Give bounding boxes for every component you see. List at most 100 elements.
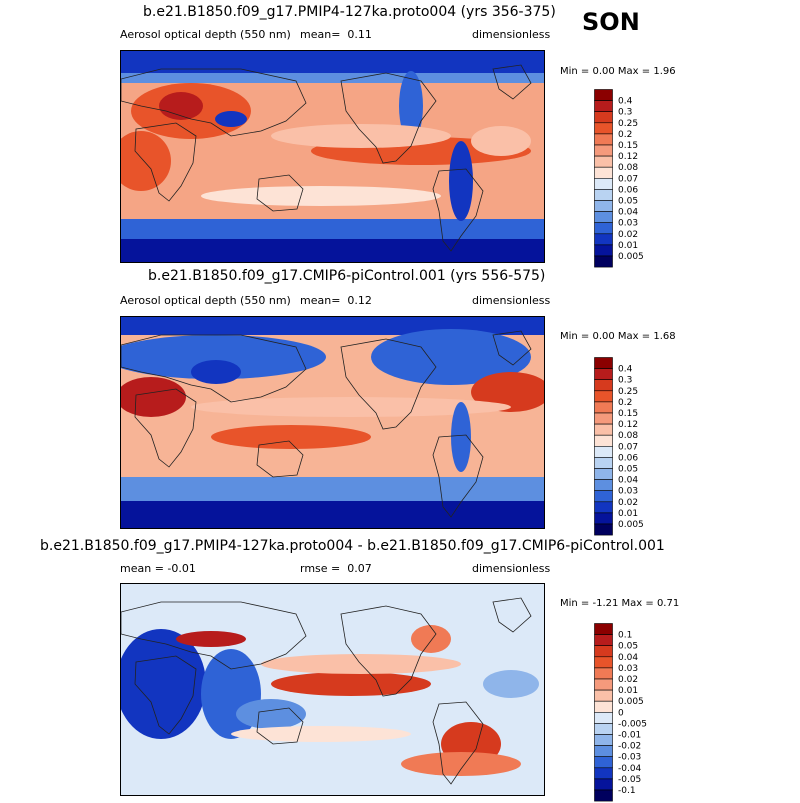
panel-2-mean-value: 0.12 xyxy=(347,294,372,307)
colorbar-box xyxy=(594,244,613,257)
colorbar-label: 0.03 xyxy=(618,664,638,674)
coastline xyxy=(121,334,307,403)
coastline xyxy=(492,64,532,100)
colorbar-label: -0.03 xyxy=(618,753,641,763)
colorbar-box xyxy=(594,700,613,713)
field-patch xyxy=(121,131,171,191)
season-label: SON xyxy=(582,8,640,36)
field-antarctic xyxy=(121,239,544,262)
field-patch xyxy=(159,92,203,120)
colorbar-box xyxy=(594,412,613,425)
panel-3-rmse-value: 0.07 xyxy=(347,562,372,575)
panel-1-mean-label: mean= xyxy=(300,28,341,41)
colorbar-box xyxy=(594,512,613,525)
colorbar-box xyxy=(594,368,613,381)
colorbar-label: 0.01 xyxy=(618,509,638,519)
colorbar-box xyxy=(594,745,613,757)
field-patch xyxy=(451,402,471,472)
colorbar-box xyxy=(594,678,613,691)
panel-2-title: b.e21.B1850.f09_g17.CMIP6-piControl.001 … xyxy=(148,268,546,284)
colorbar-box xyxy=(594,144,613,157)
field-southern-ocean xyxy=(121,477,544,501)
colorbar-label: 0.01 xyxy=(618,686,638,696)
coastline xyxy=(121,68,307,137)
panel-1-variable-label: Aerosol optical depth (550 nm) xyxy=(120,28,291,41)
colorbar-box xyxy=(594,379,613,392)
colorbar-label: 0.12 xyxy=(618,152,638,162)
panel-2-mean: mean= 0.12 xyxy=(300,294,372,307)
colorbar-box xyxy=(594,434,613,447)
panel-1-mean: mean= 0.11 xyxy=(300,28,372,41)
colorbar-label: -0.02 xyxy=(618,742,641,752)
colorbar-box xyxy=(594,100,613,113)
colorbar-label: 0.06 xyxy=(618,185,638,195)
colorbar-box xyxy=(594,211,613,223)
colorbar-label: 0.3 xyxy=(618,376,632,386)
coastline xyxy=(134,122,197,202)
colorbar-label: -0.1 xyxy=(618,786,636,796)
panel-2-map xyxy=(120,316,545,529)
field-southern-ocean xyxy=(121,219,544,239)
colorbar-box xyxy=(594,111,613,124)
colorbar-label: -0.005 xyxy=(618,719,647,729)
panel-1-minmax: Min = 0.00 Max = 1.96 xyxy=(560,66,676,77)
panel-3-minmax: Min = -1.21 Max = 0.71 xyxy=(560,598,680,609)
panel-3-map xyxy=(120,583,545,796)
colorbar-label: 0.08 xyxy=(618,431,638,441)
colorbar-label: 0.005 xyxy=(618,697,644,707)
coastline xyxy=(492,597,532,633)
colorbar-label: 0.15 xyxy=(618,141,638,151)
colorbar-label: 0.05 xyxy=(618,197,638,207)
field-patch xyxy=(401,752,521,776)
panel-1-mean-value: 0.11 xyxy=(347,28,372,41)
colorbar-box xyxy=(594,233,613,246)
colorbar-label: 0.02 xyxy=(618,230,638,240)
coastline xyxy=(134,388,197,468)
coastline xyxy=(432,168,484,252)
field-patch xyxy=(191,397,511,417)
panel-3-title: b.e21.B1850.f09_g17.PMIP4-127ka.proto004… xyxy=(40,538,665,554)
panel-3-rmse-label: rmse = xyxy=(300,562,341,575)
field-patch xyxy=(211,425,371,449)
colorbar-label: 0.005 xyxy=(618,252,644,262)
colorbar-box xyxy=(594,501,613,514)
colorbar-box xyxy=(594,645,613,658)
field-arctic-edge xyxy=(121,73,544,83)
field-patch xyxy=(231,726,411,742)
field-patch xyxy=(483,670,539,698)
field-patch xyxy=(215,111,247,127)
colorbar-box xyxy=(594,255,613,268)
colorbar-label: 0.06 xyxy=(618,453,638,463)
coastline xyxy=(432,701,484,785)
colorbar-label: 0.04 xyxy=(618,653,638,663)
colorbar-label: 0 xyxy=(618,708,624,718)
colorbar-box xyxy=(594,634,613,647)
colorbar-box xyxy=(594,178,613,190)
colorbar-label: -0.01 xyxy=(618,731,641,741)
colorbar-box xyxy=(594,468,613,480)
field-patch xyxy=(121,377,186,417)
colorbar-box xyxy=(594,689,613,702)
colorbar-box xyxy=(594,189,613,201)
panel-1-colorbar: 0.4 0.3 0.25 0.2 0.15 0.12 0.08 0.07 0.06 0.05 0.0… xyxy=(594,89,664,269)
colorbar-box xyxy=(594,457,613,469)
colorbar-box xyxy=(594,357,613,369)
colorbar-label: 0.25 xyxy=(618,387,638,397)
colorbar-box xyxy=(594,89,613,101)
colorbar-label: 0.04 xyxy=(618,476,638,486)
panel-3-rmse: rmse = 0.07 xyxy=(300,562,372,575)
field-patch xyxy=(201,186,441,206)
field-patch xyxy=(176,631,246,647)
colorbar-box xyxy=(594,723,613,735)
colorbar-label: 0.4 xyxy=(618,365,633,375)
colorbar-box xyxy=(594,401,613,414)
panel-1-units: dimensionless xyxy=(472,28,551,41)
colorbar-box xyxy=(594,446,613,458)
coastline xyxy=(492,330,532,366)
colorbar-label: 0.1 xyxy=(618,631,632,641)
colorbar-box xyxy=(594,122,613,135)
colorbar-label: 0.25 xyxy=(618,119,638,129)
colorbar-box xyxy=(594,623,613,635)
field-patch xyxy=(271,672,431,696)
colorbar-label: 0.005 xyxy=(618,520,644,530)
